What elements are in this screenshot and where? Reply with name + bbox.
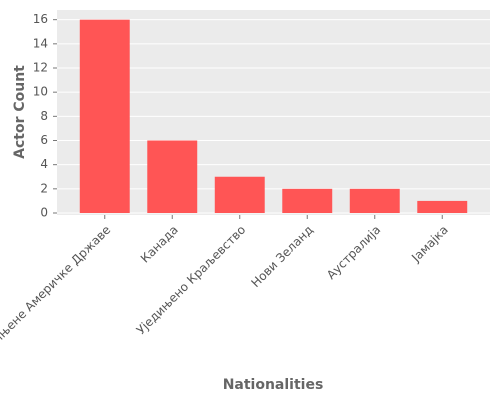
bar <box>79 19 130 213</box>
x-tick-label: Уједињено Краљевство <box>134 223 249 338</box>
x-tick-label: Сједињене Америчке Државе <box>0 223 113 366</box>
x-tick-label: Јамајка <box>408 223 451 266</box>
bar <box>214 176 265 213</box>
bar <box>282 188 333 213</box>
y-tick-label: 4 <box>40 157 48 171</box>
y-tick-label: 14 <box>33 36 48 50</box>
x-axis-title: Nationalities <box>223 377 324 393</box>
y-tick-label: 2 <box>40 181 48 195</box>
x-tick-label: Аустралија <box>324 223 383 282</box>
y-axis-title: Actor Count <box>12 65 28 159</box>
y-tick-label: 0 <box>40 206 48 220</box>
x-tick-label: Нови Зеланд <box>248 223 315 290</box>
y-tick-label: 10 <box>33 85 48 99</box>
bar <box>147 140 198 213</box>
bar <box>417 200 468 213</box>
x-tick-label: Канада <box>138 223 181 266</box>
y-tick-label: 8 <box>40 109 48 123</box>
bar <box>349 188 400 213</box>
y-tick-label: 16 <box>33 12 48 26</box>
y-tick-label: 6 <box>40 133 48 147</box>
y-tick-label: 12 <box>33 61 48 75</box>
